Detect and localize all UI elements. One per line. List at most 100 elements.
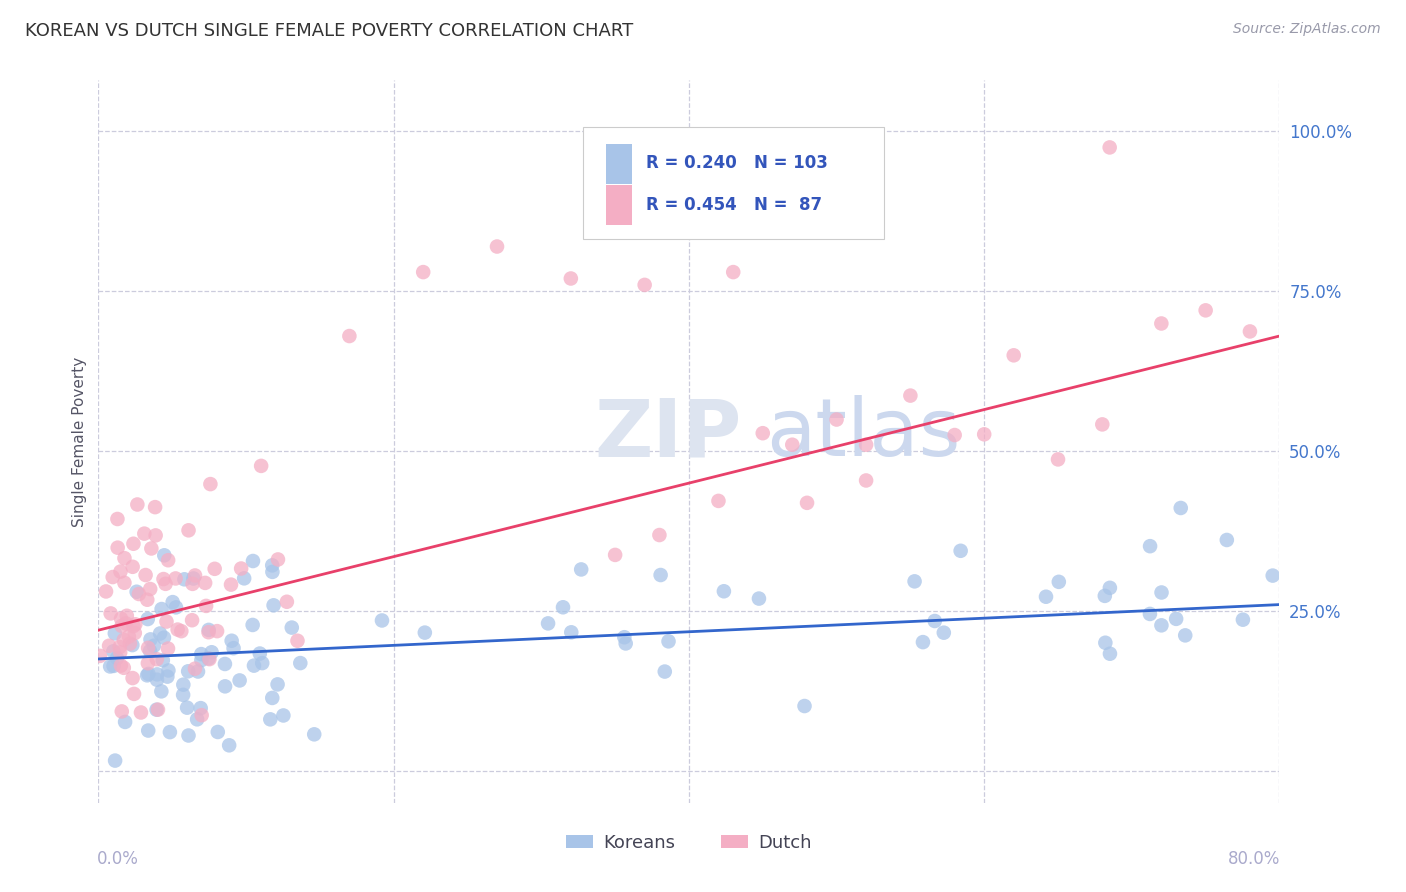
Point	[165, 600, 187, 615]
Point	[266, 677, 288, 691]
Point	[136, 668, 159, 682]
Point	[412, 265, 434, 279]
Point	[146, 652, 169, 666]
Point	[94, 584, 117, 599]
Point	[262, 558, 284, 573]
Point	[1035, 590, 1057, 604]
Point	[177, 729, 200, 743]
Point	[371, 614, 394, 628]
Point	[172, 678, 194, 692]
Point	[1166, 612, 1188, 626]
Point	[136, 612, 159, 626]
Point	[302, 727, 325, 741]
Point	[173, 572, 195, 586]
Point	[124, 626, 146, 640]
Point	[262, 690, 284, 705]
Point	[159, 725, 181, 739]
Point	[782, 438, 804, 452]
Point	[486, 239, 509, 253]
Point	[911, 635, 934, 649]
Point	[1098, 647, 1121, 661]
Point	[1098, 140, 1121, 154]
Point	[157, 553, 180, 567]
Point	[190, 708, 212, 723]
Text: 0.0%: 0.0%	[97, 850, 139, 868]
Point	[267, 552, 290, 566]
Point	[98, 639, 121, 653]
Point	[141, 541, 163, 556]
Text: R = 0.454   N =  87: R = 0.454 N = 87	[647, 195, 823, 213]
Point	[1150, 585, 1173, 599]
Point	[114, 551, 136, 566]
Point	[1150, 317, 1173, 331]
Point	[250, 656, 273, 670]
Point	[1139, 539, 1161, 553]
Point	[122, 687, 145, 701]
Point	[110, 565, 132, 579]
Point	[1091, 417, 1114, 432]
Point	[139, 632, 162, 647]
Point	[204, 562, 226, 576]
Point	[413, 625, 436, 640]
Point	[222, 641, 245, 656]
Point	[242, 618, 264, 632]
Point	[634, 277, 657, 292]
Point	[228, 673, 250, 688]
Point	[190, 653, 212, 667]
Point	[139, 644, 162, 658]
Point	[115, 616, 138, 631]
Point	[115, 608, 138, 623]
FancyBboxPatch shape	[606, 185, 633, 225]
Point	[101, 570, 124, 584]
Point	[89, 648, 111, 663]
Point	[825, 412, 848, 426]
Point	[560, 625, 582, 640]
Point	[104, 754, 127, 768]
Point	[184, 662, 207, 676]
Point	[214, 657, 236, 671]
Point	[949, 543, 972, 558]
Point	[1094, 589, 1116, 603]
Point	[107, 512, 129, 526]
Point	[1216, 533, 1239, 547]
Text: 80.0%: 80.0%	[1229, 850, 1281, 868]
Point	[121, 638, 143, 652]
Point	[146, 667, 169, 681]
Point	[142, 639, 165, 653]
Point	[654, 665, 676, 679]
Point	[796, 496, 818, 510]
Point	[136, 592, 159, 607]
Point	[112, 632, 135, 647]
Point	[152, 653, 174, 667]
Point	[122, 537, 145, 551]
Point	[205, 624, 228, 639]
Point	[170, 624, 193, 639]
Point	[194, 575, 217, 590]
Point	[605, 548, 627, 562]
Point	[108, 645, 131, 659]
Point	[155, 615, 177, 629]
Point	[900, 388, 922, 402]
Point	[614, 636, 637, 650]
Point	[107, 541, 129, 555]
Text: Source: ZipAtlas.com: Source: ZipAtlas.com	[1233, 22, 1381, 37]
Point	[932, 625, 955, 640]
Point	[111, 619, 134, 633]
Point	[198, 652, 221, 666]
Point	[104, 626, 127, 640]
Point	[273, 708, 295, 723]
Text: R = 0.240   N = 103: R = 0.240 N = 103	[647, 154, 828, 172]
Point	[166, 623, 188, 637]
Point	[250, 458, 273, 473]
FancyBboxPatch shape	[582, 128, 884, 239]
Point	[110, 658, 132, 673]
Point	[650, 568, 672, 582]
Point	[187, 665, 209, 679]
Y-axis label: Single Female Poverty: Single Female Poverty	[72, 357, 87, 526]
Point	[748, 591, 770, 606]
Point	[752, 426, 775, 441]
Point	[181, 577, 204, 591]
Point	[200, 477, 222, 491]
Point	[125, 584, 148, 599]
Point	[793, 699, 815, 714]
